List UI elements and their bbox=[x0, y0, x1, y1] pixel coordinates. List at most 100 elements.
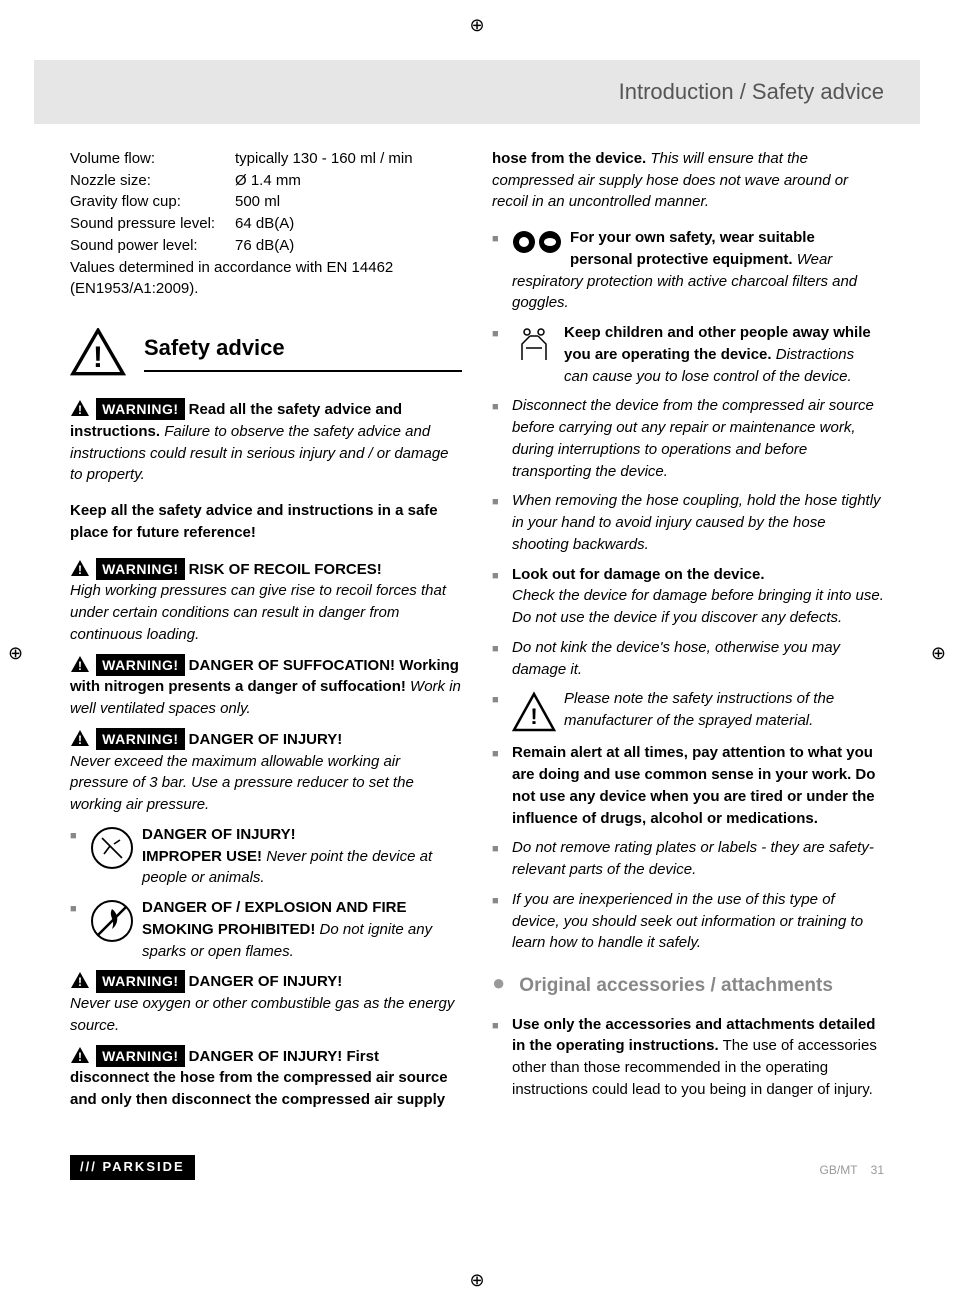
warning-triangle-small-icon: ! bbox=[70, 1046, 90, 1064]
bullet-icon: ■ bbox=[492, 327, 502, 387]
bullet-text: If you are inexperienced in the use of t… bbox=[512, 889, 884, 954]
warn-italic: Never use oxygen or other combustible ga… bbox=[70, 995, 454, 1034]
bullet-icon: ■ bbox=[492, 693, 502, 734]
bullet-icon: ■ bbox=[492, 842, 502, 881]
bullet-item: ■ Look out for damage on the device. Che… bbox=[492, 564, 884, 629]
left-column: Volume flow:typically 130 - 160 ml / min… bbox=[70, 148, 462, 1119]
bullet-icon: ■ bbox=[492, 569, 502, 629]
spec-value: 500 ml bbox=[235, 191, 462, 213]
warning-item-icon: ■ DANGER OF INJURY! IMPROPER USE! Never … bbox=[70, 824, 462, 889]
safety-heading-row: ! Safety advice bbox=[70, 328, 462, 376]
ppe-mask-goggles-icon bbox=[512, 229, 562, 255]
bullet-item: ■ When removing the hose coupling, hold … bbox=[492, 490, 884, 555]
bullet-icon: ■ bbox=[492, 232, 502, 314]
bullet-icon: ■ bbox=[70, 829, 80, 889]
svg-text:!: ! bbox=[530, 704, 537, 729]
svg-text:!: ! bbox=[93, 341, 103, 374]
spec-label: Gravity flow cup: bbox=[70, 191, 235, 213]
page-number: 31 bbox=[871, 1163, 884, 1177]
svg-text:!: ! bbox=[78, 563, 82, 577]
svg-text:!: ! bbox=[78, 1050, 82, 1064]
header-title: Introduction / Safety advice bbox=[619, 79, 884, 104]
svg-text:!: ! bbox=[78, 733, 82, 747]
improper-use-icon bbox=[90, 826, 134, 870]
spec-label: Sound power level: bbox=[70, 235, 235, 257]
section-dot-icon: ● bbox=[492, 972, 505, 1000]
keep-instructions: Keep all the safety advice and instructi… bbox=[70, 500, 462, 544]
damage-italic: Check the device for damage before bring… bbox=[512, 587, 884, 626]
bullet-icon: ■ bbox=[70, 902, 80, 962]
warning-triangle-outline-icon: ! bbox=[512, 690, 556, 734]
brand-logo: /// PARKSIDE bbox=[70, 1155, 195, 1180]
warning-badge: WARNING! bbox=[96, 654, 184, 676]
warn-italic: Never exceed the maximum allowable worki… bbox=[70, 753, 414, 814]
bullet-icon: ■ bbox=[492, 495, 502, 555]
bullet-text: Disconnect the device from the compresse… bbox=[512, 395, 884, 482]
no-fire-icon bbox=[90, 899, 134, 943]
bullet-item: ■ Use only the accessories and attachmen… bbox=[492, 1014, 884, 1101]
bullet-icon: ■ bbox=[492, 894, 502, 954]
warning-triangle-icon: ! bbox=[70, 328, 126, 376]
warning-badge: WARNING! bbox=[96, 398, 184, 420]
warn-bold: RISK OF RECOIL FORCES! bbox=[189, 561, 382, 578]
page-indicator: GB/MT 31 bbox=[820, 1162, 884, 1179]
svg-text:!: ! bbox=[78, 403, 82, 417]
bullet-item: ■ If you are inexperienced in the use of… bbox=[492, 889, 884, 954]
page-header: Introduction / Safety advice bbox=[34, 60, 920, 124]
bullet-text: Do not remove rating plates or labels - … bbox=[512, 837, 884, 881]
warning-item: ! WARNING! DANGER OF INJURY! Never use o… bbox=[70, 970, 462, 1036]
spec-label: Nozzle size: bbox=[70, 170, 235, 192]
warning-item-icon: ■ DANGER OF / EXPLOSION AND FIRE SMOKING… bbox=[70, 897, 462, 962]
specs-note: Values determined in accordance with EN … bbox=[70, 257, 462, 301]
warn-bold2: IMPROPER USE! bbox=[142, 848, 262, 865]
warning-triangle-small-icon: ! bbox=[70, 729, 90, 747]
bullet-item: ■ Do not kink the device's hose, otherwi… bbox=[492, 637, 884, 681]
warning-triangle-small-icon: ! bbox=[70, 559, 90, 577]
warning-badge: WARNING! bbox=[96, 558, 184, 580]
warn-bold: DANGER OF INJURY! bbox=[189, 731, 343, 748]
warning-intro: ! WARNING! Read all the safety advice an… bbox=[70, 398, 462, 486]
svg-text:!: ! bbox=[78, 659, 82, 673]
specs-table: Volume flow:typically 130 - 160 ml / min… bbox=[70, 148, 462, 257]
spec-value: Ø 1.4 mm bbox=[235, 170, 462, 192]
page-region: GB/MT bbox=[820, 1163, 858, 1177]
accessories-heading: ● Original accessories / attachments bbox=[492, 972, 884, 1000]
keep-away-icon bbox=[512, 324, 556, 368]
page-footer: /// PARKSIDE GB/MT 31 bbox=[70, 1155, 884, 1180]
spec-value: 64 dB(A) bbox=[235, 213, 462, 235]
content-columns: Volume flow:typically 130 - 160 ml / min… bbox=[70, 148, 884, 1119]
bullet-item-icon: ■ Keep children and other people away wh… bbox=[492, 322, 884, 387]
safety-title: Safety advice bbox=[144, 332, 462, 372]
spec-value: typically 130 - 160 ml / min bbox=[235, 148, 462, 170]
bullet-item: ■ Remain alert at all times, pay attenti… bbox=[492, 742, 884, 829]
warn-bold: DANGER OF INJURY! bbox=[189, 973, 343, 990]
warning-triangle-small-icon: ! bbox=[70, 971, 90, 989]
bullet-icon: ■ bbox=[492, 400, 502, 482]
hose-bold: hose from the device. bbox=[492, 150, 646, 167]
bullet-item: ■ Do not remove rating plates or labels … bbox=[492, 837, 884, 881]
bullet-icon: ■ bbox=[492, 1019, 502, 1101]
bullet-item-icon: ■ For your own safety, wear suitable per… bbox=[492, 227, 884, 314]
ppe-bold: For your own safety, wear suitable perso… bbox=[570, 229, 815, 268]
bullet-item: ■ Disconnect the device from the compres… bbox=[492, 395, 884, 482]
warning-item: ! WARNING! RISK OF RECOIL FORCES! High w… bbox=[70, 558, 462, 646]
damage-bold: Look out for damage on the device. bbox=[512, 566, 765, 583]
warning-triangle-small-icon: ! bbox=[70, 399, 90, 417]
warning-item: ! WARNING! DANGER OF INJURY! First disco… bbox=[70, 1045, 462, 1111]
alert-bold: Remain alert at all times, pay attention… bbox=[512, 742, 884, 829]
bullet-text: When removing the hose coupling, hold th… bbox=[512, 490, 884, 555]
warning-triangle-small-icon: ! bbox=[70, 655, 90, 673]
hose-continuation: hose from the device. This will ensure t… bbox=[492, 148, 884, 213]
accessories-title: Original accessories / attachments bbox=[519, 972, 833, 1000]
manuf-italic: Please note the safety instructions of t… bbox=[564, 690, 834, 729]
bullet-text: Do not kink the device's hose, otherwise… bbox=[512, 637, 884, 681]
warning-badge: WARNING! bbox=[96, 1045, 184, 1067]
warning-item: ! WARNING! DANGER OF INJURY! Never excee… bbox=[70, 728, 462, 816]
svg-text:!: ! bbox=[78, 975, 82, 989]
spec-label: Volume flow: bbox=[70, 148, 235, 170]
warn-italic: High working pressures can give rise to … bbox=[70, 582, 446, 643]
spec-value: 76 dB(A) bbox=[235, 235, 462, 257]
spec-label: Sound pressure level: bbox=[70, 213, 235, 235]
bullet-item-icon: ■ ! Please note the safety instructions … bbox=[492, 688, 884, 734]
bullet-icon: ■ bbox=[492, 747, 502, 829]
